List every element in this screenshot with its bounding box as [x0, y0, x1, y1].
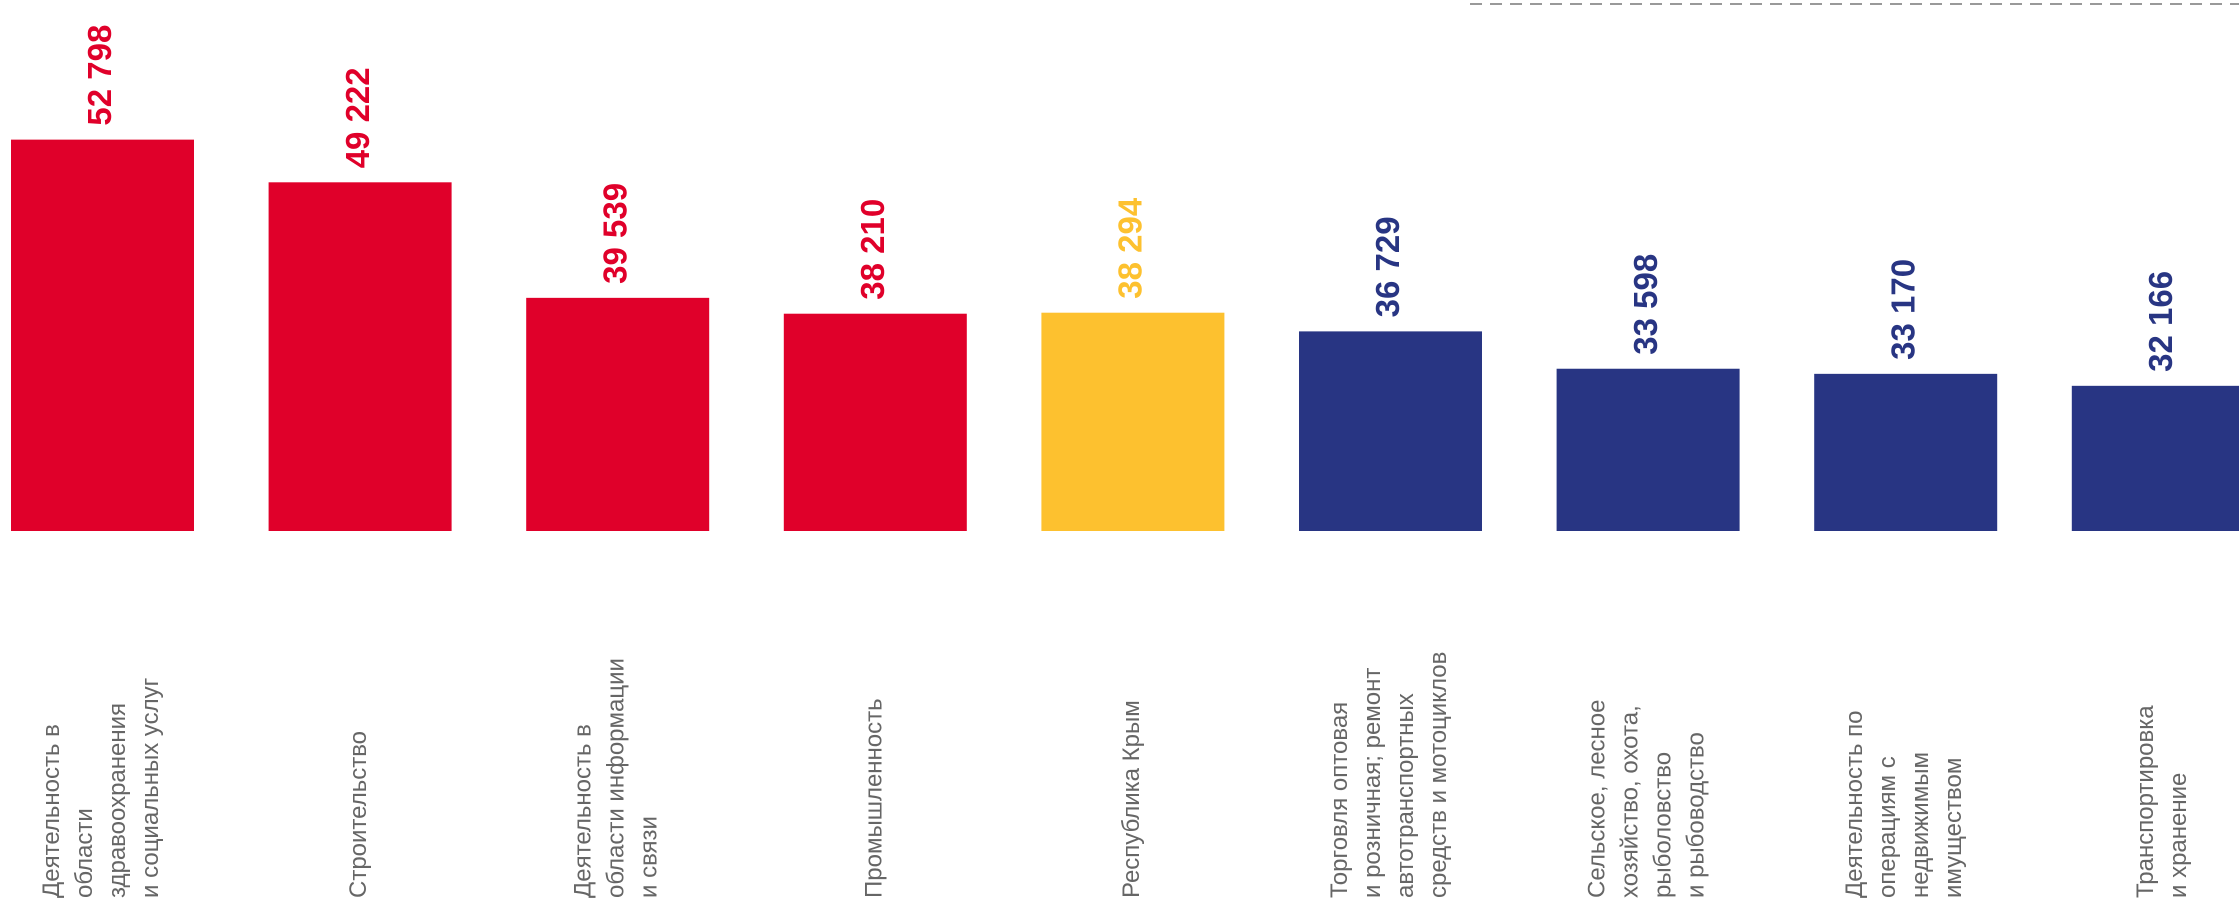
value-label: 32 166	[2142, 271, 2179, 372]
bar	[1041, 312, 1225, 531]
bar	[11, 139, 194, 531]
category-label: Республика Крым	[1118, 700, 1145, 898]
bar	[1814, 373, 1998, 531]
value-label: 52 798	[81, 25, 118, 126]
bar	[1299, 331, 1482, 531]
value-label: 36 729	[1369, 216, 1406, 317]
bar	[526, 297, 710, 531]
category-label: Деятельность в области здравоохранения и со…	[38, 677, 164, 898]
category-label: Деятельность в области информации и связи	[570, 658, 663, 898]
bar	[783, 313, 967, 531]
category-label: Транспортировка и хранение	[2132, 705, 2192, 898]
value-label: 49 222	[339, 67, 376, 168]
category-label: Деятельность по операциям с недвижимым имущ…	[1842, 711, 1968, 899]
value-label: 33 170	[1884, 259, 1921, 360]
value-label: 38 210	[854, 199, 891, 300]
value-label: 39 539	[596, 183, 633, 284]
category-label: Сельское, лесное хозяйство, охота, рыболов…	[1584, 700, 1710, 899]
bar	[1556, 368, 1740, 531]
value-label: 33 598	[1627, 254, 1664, 355]
bar	[268, 182, 452, 531]
value-label: 38 294	[1112, 197, 1149, 299]
category-label: Промышленность	[861, 698, 888, 898]
bar	[2071, 385, 2239, 531]
category-label: Строительство	[345, 731, 372, 898]
category-label: Торговля оптовая и розничная; ремонт автот…	[1326, 652, 1452, 898]
